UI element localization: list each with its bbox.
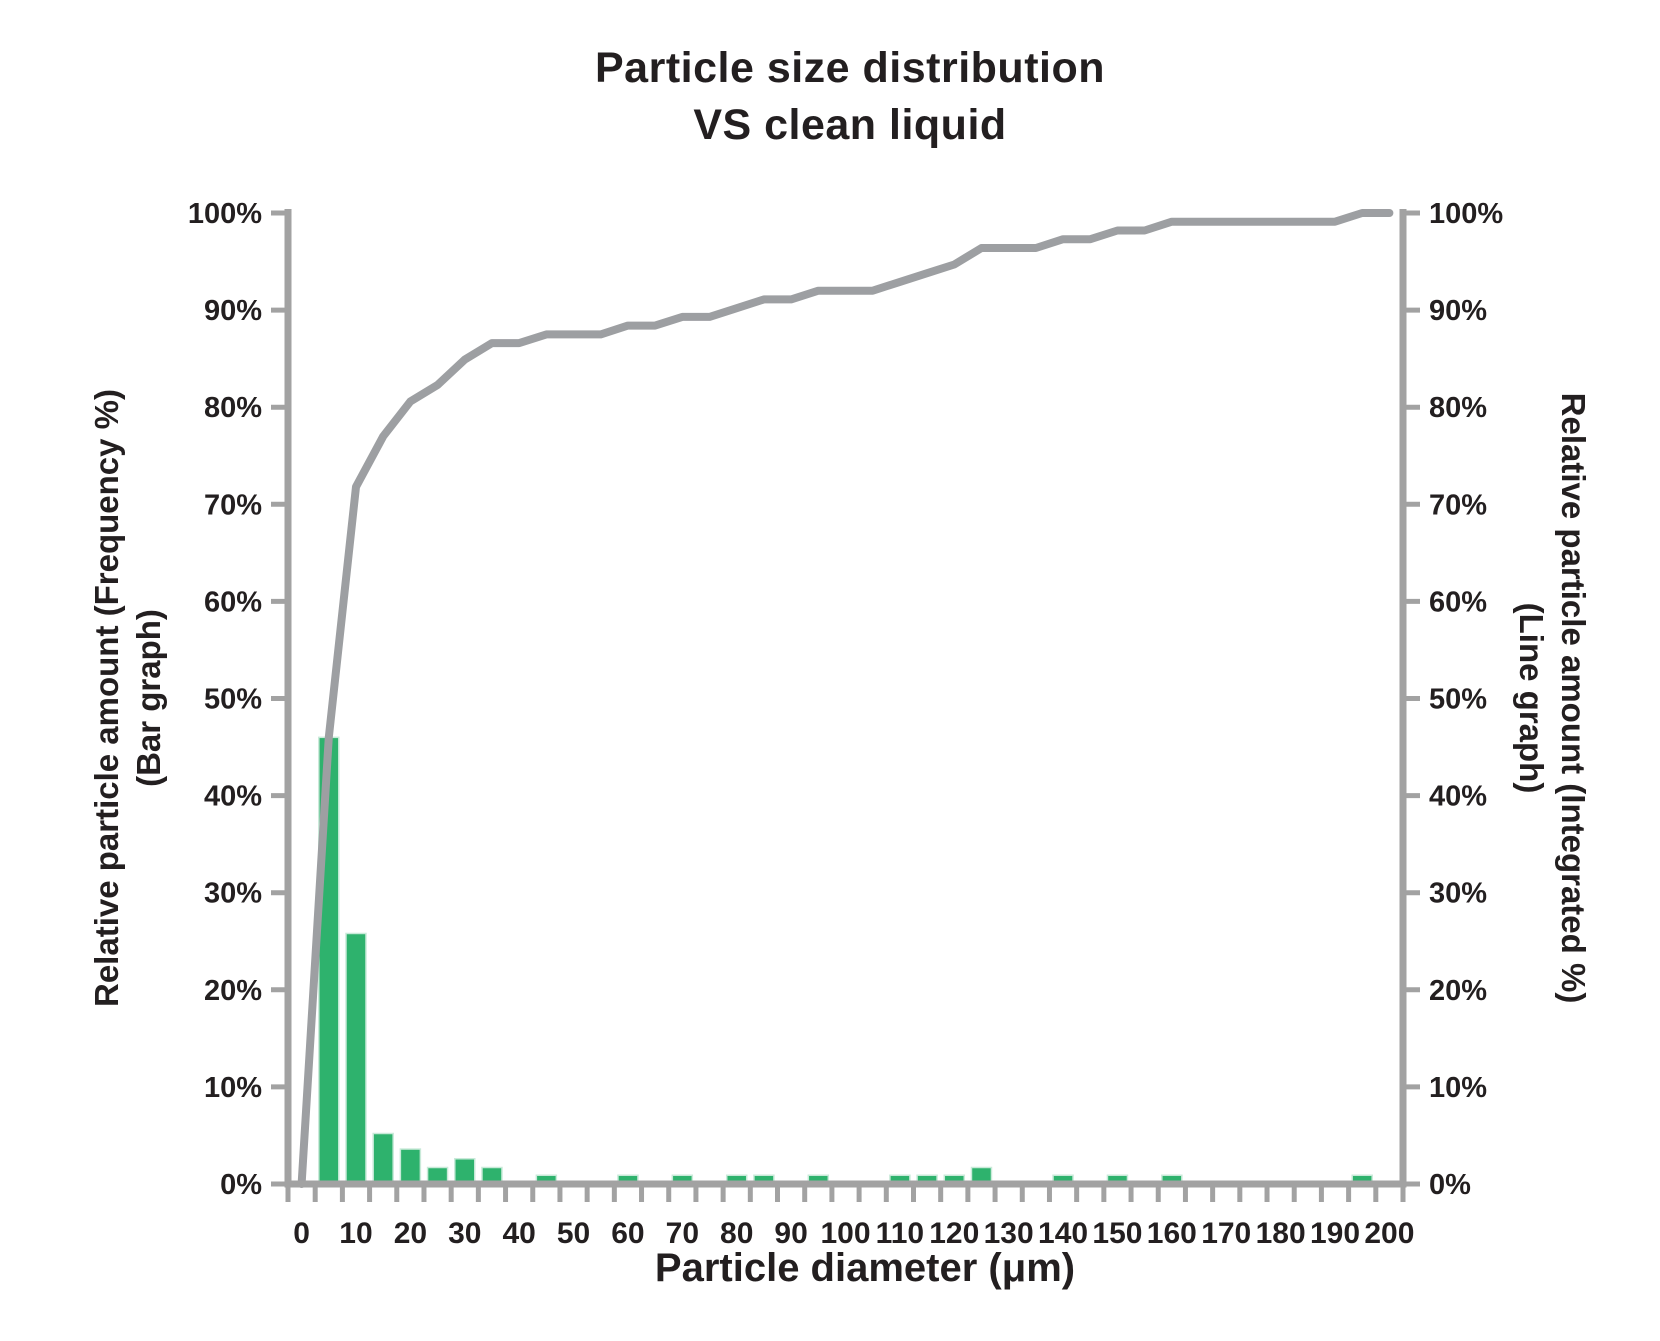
- x-tick-label: 70: [666, 1217, 699, 1250]
- x-tick-label: 120: [929, 1217, 979, 1250]
- y-tick-label-right: 90%: [1429, 295, 1487, 327]
- x-tick-label: 130: [984, 1217, 1034, 1250]
- x-tick-label: 50: [557, 1217, 590, 1250]
- y-tick-label-right: 30%: [1429, 878, 1487, 910]
- x-tick-label: 10: [339, 1217, 372, 1250]
- chart-title: Particle size distribution VS clean liqu…: [40, 40, 1660, 154]
- bar-20um: [399, 1148, 422, 1185]
- y-tick-label-left: 0%: [220, 1169, 262, 1201]
- y-tick-label-left: 40%: [204, 781, 262, 813]
- x-tick-label: 90: [774, 1217, 807, 1250]
- x-tick-label: 100: [820, 1217, 870, 1250]
- x-tick-label: 110: [876, 1217, 924, 1250]
- y-tick-label-left: 60%: [204, 586, 262, 618]
- y-tick-label-left: 10%: [204, 1072, 262, 1104]
- x-tick-label: 140: [1038, 1217, 1088, 1250]
- y-tick-label-right: 0%: [1429, 1169, 1471, 1201]
- x-tick-label: 0: [293, 1217, 310, 1250]
- y-tick-label-left: 90%: [204, 295, 262, 327]
- x-tick-label: 190: [1310, 1217, 1360, 1250]
- x-tick-label: 180: [1256, 1217, 1306, 1250]
- y-tick-label-left: 50%: [204, 684, 262, 716]
- y-tick-label-right: 60%: [1429, 586, 1487, 618]
- chart-title-line2: VS clean liquid: [693, 101, 1007, 149]
- bar-15um: [372, 1132, 394, 1185]
- x-tick-label: 30: [448, 1217, 481, 1250]
- y-tick-label-right: 10%: [1429, 1072, 1487, 1104]
- y-tick-label-left: 70%: [204, 489, 262, 521]
- cumulative-line: [297, 209, 1394, 1188]
- x-tick-label: 80: [720, 1217, 753, 1250]
- y-tick-label-left: 30%: [204, 878, 262, 910]
- y-tick-label-left: 80%: [204, 392, 262, 424]
- y-tick-label-right: 50%: [1429, 684, 1487, 716]
- x-tick-label: 160: [1147, 1217, 1197, 1250]
- x-tick-label: 20: [394, 1217, 427, 1250]
- x-tick-label: 150: [1092, 1217, 1142, 1250]
- x-tick-label: 170: [1201, 1217, 1251, 1250]
- y-tick-label-left: 100%: [188, 198, 262, 230]
- bar-10um: [345, 932, 367, 1185]
- y-tick-label-left: 20%: [204, 975, 262, 1007]
- x-tick-label: 60: [611, 1217, 644, 1250]
- x-tick-label: 40: [502, 1217, 535, 1250]
- x-tick-label: 200: [1364, 1217, 1414, 1250]
- y-tick-label-right: 100%: [1429, 198, 1503, 230]
- chart-title-line1: Particle size distribution: [595, 44, 1105, 92]
- x-axis-title: Particle diameter (μm): [654, 1246, 1076, 1290]
- y-tick-label-right: 80%: [1429, 392, 1487, 424]
- y-tick-label-right: 20%: [1429, 975, 1487, 1007]
- y-tick-label-right: 40%: [1429, 781, 1487, 813]
- y-tick-label-right: 70%: [1429, 489, 1487, 521]
- bar-30um: [454, 1158, 476, 1185]
